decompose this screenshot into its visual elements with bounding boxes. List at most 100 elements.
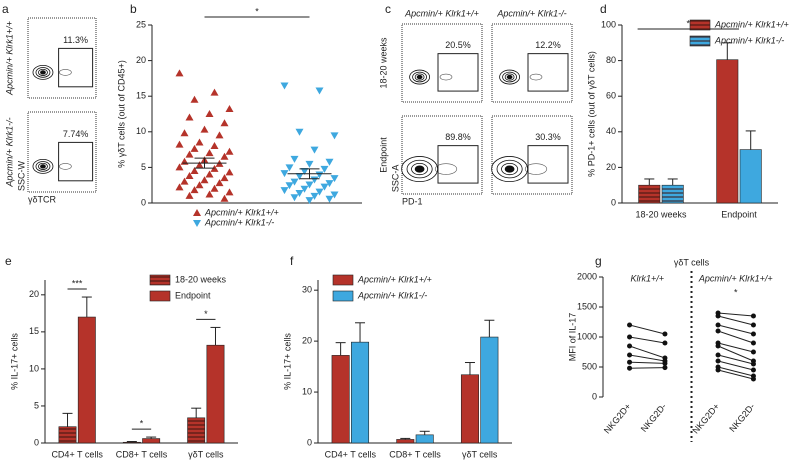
gate-percentage: 30.3%	[535, 132, 561, 142]
y-tick-label: 10	[136, 126, 146, 136]
data-point	[190, 144, 199, 152]
y-tick-label: 1500	[577, 301, 597, 311]
density-contour	[38, 162, 48, 170]
y-tick-label: 30	[302, 285, 312, 295]
gate	[527, 53, 569, 92]
data-point	[205, 110, 214, 117]
legend-swatch	[689, 35, 711, 47]
y-tick-label: 15	[136, 91, 146, 101]
gate	[437, 145, 479, 184]
panel-letter: a	[2, 2, 9, 16]
pair-line	[718, 312, 754, 317]
gate	[58, 141, 94, 182]
data-point	[715, 328, 721, 334]
x-tick-label: γδT cells	[462, 449, 498, 459]
density-contour	[496, 159, 523, 179]
data-point	[210, 142, 219, 150]
data-point	[330, 175, 339, 183]
y-axis-label: MFI of IL-17	[567, 313, 577, 362]
bar	[460, 374, 479, 444]
y-tick-label: 10	[302, 386, 312, 396]
data-point	[185, 150, 194, 158]
flow-plot-frame	[401, 23, 483, 103]
legend-label: Apcmin/+ Klrk1-/-	[204, 217, 274, 227]
pair-line	[629, 324, 666, 335]
density-contour	[38, 68, 48, 76]
data-point	[715, 358, 721, 364]
density-contour	[409, 69, 431, 85]
data-point	[225, 168, 234, 176]
data-point	[750, 367, 756, 373]
density-contour	[416, 74, 423, 80]
data-point	[627, 359, 633, 365]
data-point	[220, 152, 229, 160]
y-axis-label: SSC-W	[16, 160, 26, 191]
x-tick-label: γδT cells	[188, 449, 224, 459]
y-tick-label: 2000	[577, 271, 597, 281]
y-axis-label: % IL-17+ cells	[9, 333, 19, 390]
density-contour	[439, 73, 453, 81]
y-tick-label: 0	[141, 197, 146, 207]
bar	[122, 441, 141, 444]
data-point	[295, 172, 304, 180]
pair-line	[717, 360, 754, 371]
density-contour	[499, 69, 521, 85]
legend-label: Endpoint	[175, 290, 211, 300]
legend-swatch	[689, 19, 711, 31]
significance-label: *	[204, 309, 208, 319]
y-tick-label: 20	[606, 162, 616, 172]
pair-line	[629, 345, 666, 359]
y-axis-label: % γδT cells (out of CD45+)	[116, 60, 126, 168]
panel-letter: e	[5, 254, 12, 268]
flow-plot-frame	[491, 23, 573, 103]
data-point	[290, 178, 299, 186]
data-point	[200, 176, 209, 184]
data-point	[295, 190, 304, 198]
data-point	[305, 181, 314, 189]
legend-label: Apcmin/+ Klrk1-/-	[714, 35, 784, 45]
bar	[661, 184, 684, 204]
density-contour	[504, 73, 515, 81]
data-point	[320, 183, 329, 191]
data-point	[180, 177, 189, 185]
y-tick-label: 0	[611, 197, 616, 207]
legend-label: Apcmin/+ Klrk1-/-	[357, 290, 427, 300]
pair-line	[717, 345, 754, 362]
y-tick-label: 20	[29, 289, 39, 299]
legend-swatch	[332, 290, 354, 302]
significance-label: *	[687, 18, 691, 28]
data-point	[225, 147, 234, 155]
gate	[527, 145, 569, 184]
flow-plot-frame	[401, 115, 483, 195]
data-point	[195, 181, 204, 189]
legend-swatch	[332, 274, 354, 286]
data-point	[215, 131, 224, 139]
data-point	[750, 331, 756, 337]
data-point	[325, 195, 334, 203]
data-point	[627, 334, 633, 340]
density-contour	[40, 164, 46, 169]
data-point	[305, 160, 314, 168]
data-point	[310, 192, 319, 200]
y-tick-label: 500	[582, 361, 597, 371]
data-point	[310, 176, 319, 184]
y-tick-label: 0	[307, 437, 312, 447]
density-contour	[32, 65, 54, 80]
flow-plot-frame	[27, 17, 97, 99]
pair-line	[717, 366, 754, 377]
data-point	[315, 87, 324, 95]
y-tick-label: 1000	[577, 331, 597, 341]
data-point	[750, 340, 756, 346]
flow-plot-frame	[491, 115, 573, 195]
data-point	[190, 95, 199, 103]
bar	[415, 434, 434, 444]
legend-swatch	[149, 290, 171, 302]
y-tick-label: 100	[601, 19, 616, 29]
data-point	[750, 376, 756, 382]
bar	[480, 336, 499, 444]
significance-label: *	[255, 6, 259, 16]
density-contour	[414, 165, 425, 173]
y-axis-label: % IL-17+ cells	[282, 333, 292, 390]
y-tick-label: 60	[606, 91, 616, 101]
pair-line	[717, 324, 754, 335]
